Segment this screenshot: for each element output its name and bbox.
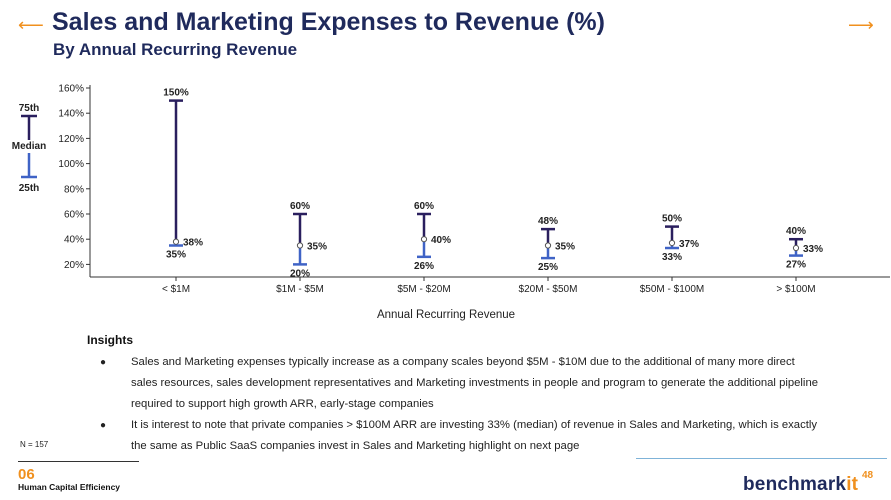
- logo-accent-text: it: [846, 474, 859, 495]
- y-tick-label: 140%: [58, 109, 84, 120]
- median-label: 37%: [679, 239, 699, 250]
- insight-item: ● It is interest to note that private com…: [100, 415, 820, 457]
- median-label: 38%: [183, 238, 203, 249]
- page-subtitle: By Annual Recurring Revenue: [53, 40, 298, 59]
- median-marker: [296, 242, 304, 249]
- median-label: 35%: [307, 242, 327, 253]
- legend-median-label: Median: [12, 141, 46, 152]
- p75-label: 40%: [786, 226, 806, 237]
- insight-text: It is interest to note that private comp…: [131, 419, 818, 452]
- arrow-left-icon: ⟵: [18, 15, 44, 35]
- median-marker: [792, 244, 800, 252]
- bullet-icon: ●: [100, 357, 107, 368]
- legend-p75-label: 75th: [19, 103, 40, 114]
- p25-label: 27%: [786, 260, 806, 271]
- p25-label: 25%: [538, 262, 558, 273]
- page-title: Sales and Marketing Expenses to Revenue …: [52, 8, 605, 36]
- y-tick-label: 40%: [64, 235, 84, 246]
- insight-text: Sales and Marketing expenses typically i…: [131, 356, 819, 410]
- arrow-right-icon: ⟶: [848, 15, 874, 35]
- y-tick-label: 20%: [64, 260, 84, 271]
- x-tick-label: $1M - $5M: [276, 284, 324, 295]
- p75-label: 60%: [290, 201, 310, 212]
- y-tick-label: 160%: [58, 84, 84, 95]
- bullet-icon: ●: [100, 420, 107, 431]
- y-tick-label: 100%: [58, 159, 84, 170]
- footer-divider-left: [18, 461, 139, 462]
- median-marker: [668, 239, 676, 247]
- median-label: 33%: [803, 244, 823, 255]
- x-axis-label: Annual Recurring Revenue: [377, 309, 515, 321]
- p25-label: 20%: [290, 268, 310, 279]
- p25-label: 26%: [414, 261, 434, 272]
- benchmarkit-logo: benchmarkit: [743, 474, 858, 496]
- p75-label: 150%: [163, 88, 189, 99]
- section-number: 06: [18, 466, 35, 483]
- sample-size-label: N = 157: [20, 440, 49, 449]
- p25-label: 35%: [166, 250, 186, 261]
- y-tick-label: 120%: [58, 134, 84, 145]
- median-marker: [544, 242, 552, 249]
- p75-label: 50%: [662, 214, 682, 225]
- p25-label: 33%: [662, 252, 682, 263]
- median-marker: [420, 236, 428, 243]
- section-name: Human Capital Efficiency: [18, 482, 121, 492]
- insights-list: ● Sales and Marketing expenses typically …: [100, 352, 820, 457]
- x-tick-label: $50M - $100M: [640, 284, 704, 295]
- median-label: 40%: [431, 235, 451, 246]
- y-tick-label: 60%: [64, 210, 84, 221]
- x-tick-label: $5M - $20M: [397, 284, 450, 295]
- insight-item: ● Sales and Marketing expenses typically …: [100, 352, 820, 415]
- y-tick-label: 80%: [64, 184, 84, 195]
- median-marker: [172, 238, 180, 245]
- insights-title: Insights: [87, 333, 134, 347]
- p75-label: 60%: [414, 201, 434, 212]
- page-number: 48: [862, 470, 874, 481]
- median-label: 35%: [555, 242, 575, 253]
- legend-p25-label: 25th: [19, 183, 40, 194]
- range-chart: 20% 40% 60% 80% 100% 120% 140% 160% < $1M $1M - $…: [12, 84, 890, 321]
- x-tick-label: < $1M: [162, 284, 190, 295]
- footer-divider-right: [636, 458, 887, 459]
- p75-label: 48%: [538, 216, 558, 227]
- x-tick-label: > $100M: [776, 284, 815, 295]
- logo-main-text: benchmark: [743, 474, 847, 495]
- x-tick-label: $20M - $50M: [519, 284, 578, 295]
